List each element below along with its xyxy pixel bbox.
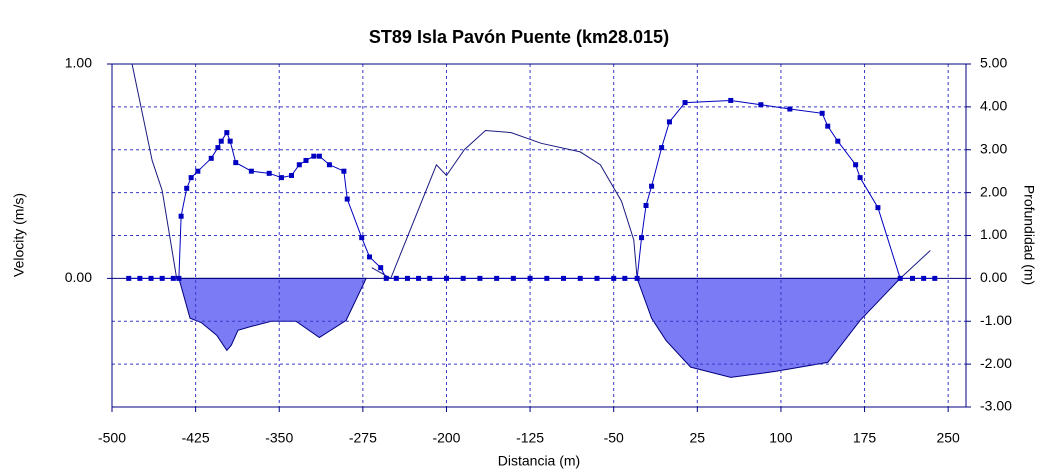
- marker: [853, 162, 859, 168]
- marker: [819, 110, 825, 116]
- marker: [148, 275, 154, 281]
- marker: [126, 275, 132, 281]
- marker: [208, 155, 214, 161]
- marker: [359, 235, 365, 241]
- marker: [278, 175, 284, 181]
- plot-frame: [111, 63, 967, 408]
- marker: [311, 153, 317, 159]
- marker: [195, 168, 201, 174]
- marker: [611, 275, 617, 281]
- x-tick-label: -500: [98, 430, 126, 446]
- x-tick-label: -425: [182, 430, 210, 446]
- marker: [835, 138, 841, 144]
- y2-tick-label: -3.00: [980, 398, 1012, 414]
- y-tick-label: 1.00: [65, 55, 92, 71]
- marker: [383, 275, 389, 281]
- marker: [159, 275, 165, 281]
- marker: [659, 145, 665, 151]
- x-tick-label: 175: [853, 430, 877, 446]
- marker: [344, 196, 350, 202]
- x-tick-label: -200: [432, 430, 460, 446]
- x-tick-label: -50: [604, 430, 624, 446]
- marker: [218, 138, 224, 144]
- y2-tick-label: 0.00: [980, 269, 1007, 285]
- marker: [577, 275, 583, 281]
- y-axis-label: Velocity (m/s): [11, 193, 27, 277]
- marker: [427, 275, 433, 281]
- marker: [341, 168, 347, 174]
- y-tick-label: 0.00: [65, 269, 92, 285]
- x-tick-label: -275: [349, 430, 377, 446]
- marker: [326, 162, 332, 168]
- marker: [477, 275, 483, 281]
- marker: [622, 275, 628, 281]
- marker: [224, 130, 230, 136]
- marker: [932, 275, 938, 281]
- marker: [378, 265, 384, 271]
- marker: [728, 97, 734, 103]
- marker: [176, 275, 182, 281]
- velocity-line: [128, 99, 935, 279]
- marker: [303, 157, 309, 163]
- y2-tick-label: 1.00: [980, 226, 1007, 242]
- marker: [494, 275, 500, 281]
- y2-tick-label: -2.00: [980, 355, 1012, 371]
- marker: [921, 275, 927, 281]
- marker: [639, 235, 645, 241]
- marker: [288, 172, 294, 178]
- marker: [296, 162, 302, 168]
- y2-tick-label: -1.00: [980, 312, 1012, 328]
- y2-tick-label: 4.00: [980, 98, 1007, 114]
- x-axis-label: Distancia (m): [498, 453, 580, 469]
- marker: [897, 275, 903, 281]
- marker: [416, 275, 422, 281]
- marker: [188, 175, 194, 181]
- marker: [875, 205, 881, 211]
- y2-tick-label: 3.00: [980, 140, 1007, 156]
- marker: [909, 275, 915, 281]
- marker: [233, 160, 239, 166]
- marker: [248, 168, 254, 174]
- marker: [527, 275, 533, 281]
- marker: [393, 275, 399, 281]
- y2-tick-label: 5.00: [980, 55, 1007, 71]
- marker: [184, 185, 190, 191]
- marker: [460, 275, 466, 281]
- marker: [544, 275, 550, 281]
- x-tick-label: 250: [936, 430, 960, 446]
- marker: [227, 138, 233, 144]
- marker: [825, 123, 831, 129]
- marker: [266, 170, 272, 176]
- marker: [443, 275, 449, 281]
- marker: [561, 275, 567, 281]
- marker: [137, 275, 143, 281]
- marker: [367, 254, 373, 260]
- x-tick-label: 25: [690, 430, 706, 446]
- marker: [178, 213, 184, 219]
- marker: [215, 145, 221, 151]
- velocity-line: [131, 63, 931, 280]
- marker: [857, 175, 863, 181]
- x-tick-label: -350: [265, 430, 293, 446]
- marker: [316, 153, 322, 159]
- marker: [682, 100, 688, 106]
- x-tick-label: -125: [516, 430, 544, 446]
- marker: [634, 275, 640, 281]
- chart-title: ST89 Isla Pavón Puente (km28.015): [369, 27, 669, 47]
- marker: [758, 102, 764, 108]
- marker: [787, 106, 793, 112]
- marker: [643, 202, 649, 208]
- depth-area: [178, 277, 902, 378]
- x-tick-label: 100: [769, 430, 793, 446]
- marker: [649, 183, 655, 189]
- marker: [666, 119, 672, 125]
- y2-tick-label: 2.00: [980, 183, 1007, 199]
- y2-axis-label: Profundidad (m): [1021, 185, 1037, 285]
- marker: [594, 275, 600, 281]
- marker: [170, 275, 176, 281]
- marker: [404, 275, 410, 281]
- marker: [510, 275, 516, 281]
